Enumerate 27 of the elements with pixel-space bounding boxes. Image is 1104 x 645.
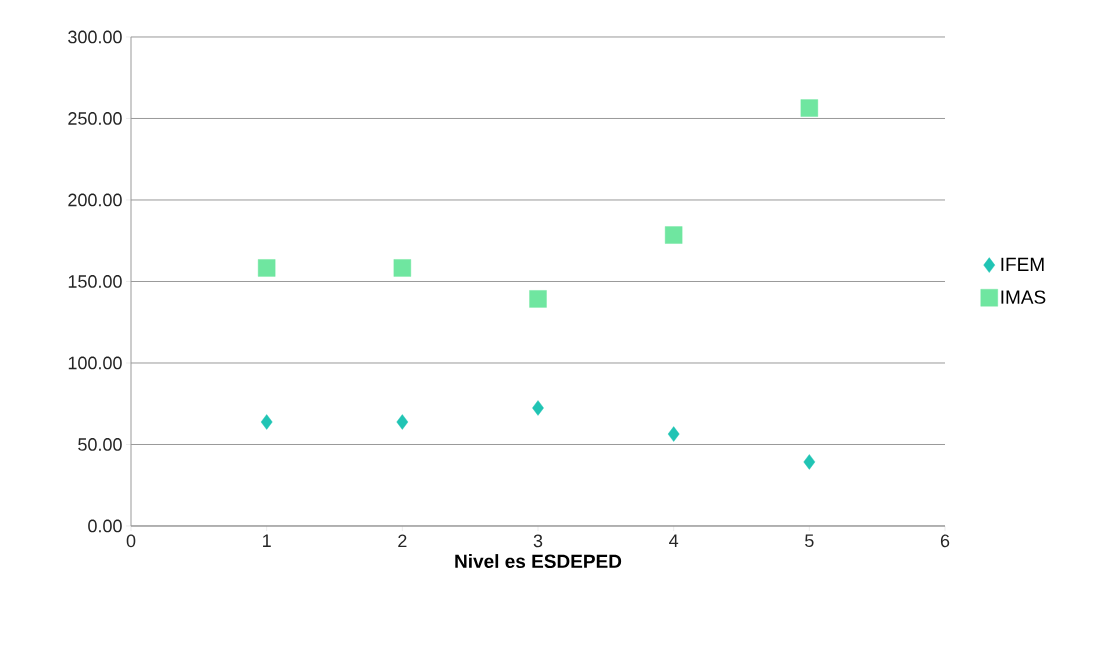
point xyxy=(260,414,273,430)
y-tick-label: 0.00 xyxy=(88,519,122,533)
x-tick-label: 4 xyxy=(669,534,679,547)
y-tick-label: 100.00 xyxy=(68,356,122,370)
point xyxy=(664,226,683,244)
y-tick-label: 250.00 xyxy=(68,112,122,125)
point xyxy=(803,454,816,470)
x-tick-label: 2 xyxy=(398,534,407,548)
point xyxy=(532,400,544,416)
point xyxy=(393,259,412,277)
y-tick-label: 200.00 xyxy=(68,193,122,207)
point xyxy=(396,414,409,430)
x-axis-title: Nivel es ESDEPED xyxy=(455,554,622,569)
legend-label: IMAS xyxy=(1001,290,1046,304)
point xyxy=(800,99,819,117)
y-tick-label: 50.00 xyxy=(78,438,122,451)
y-tick-label: 300.00 xyxy=(68,30,122,44)
point xyxy=(667,426,680,442)
x-tick-label: 1 xyxy=(263,534,271,547)
point xyxy=(257,259,276,277)
x-tick-label: 0 xyxy=(126,534,136,548)
point xyxy=(529,290,547,308)
x-tick-label: 3 xyxy=(533,534,543,548)
y-tick-label: 150.00 xyxy=(68,275,122,288)
x-tick-label: 6 xyxy=(940,534,950,548)
x-tick-label: 5 xyxy=(805,534,814,548)
legend-label: IFEM xyxy=(1001,257,1044,271)
